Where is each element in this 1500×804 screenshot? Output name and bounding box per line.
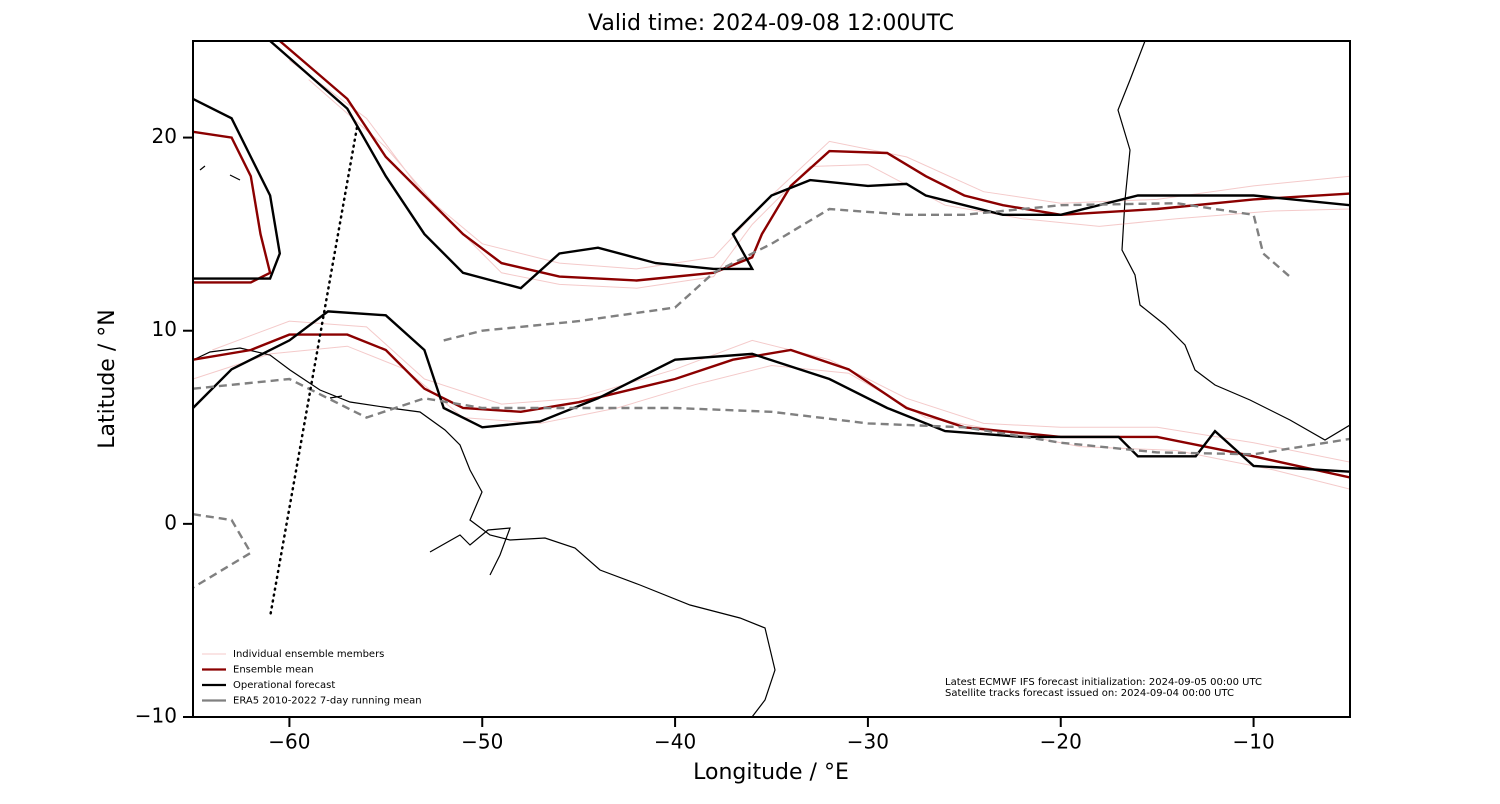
x-tick-label: −40 [654,730,696,754]
chart-title: Valid time: 2024-09-08 12:00UTC [588,11,954,36]
x-tick-label: −60 [268,730,310,754]
series-line [193,41,1350,473]
y-tick-label: 20 [152,124,177,148]
x-tick-label: −50 [461,730,503,754]
legend-label: ERA5 2010-2022 7-day running mean [233,696,422,707]
coastline [193,41,1350,717]
annotation: Satellite tracks forecast issued on: 202… [945,688,1234,699]
plot-frame [192,40,1351,718]
y-tick-label: −10 [135,704,177,728]
x-axis-label: Longitude / °E [693,760,849,785]
legend-label: Ensemble mean [233,665,314,676]
series-line [193,201,1350,589]
legend-label: Individual ensemble members [233,649,384,660]
y-tick-label: 0 [164,510,177,534]
series-line [193,59,1350,490]
annotation: Latest ECMWF IFS forecast initialization… [945,677,1262,688]
satellite-track [268,126,359,618]
plot-area [193,41,1350,618]
legend-label: Operational forecast [233,680,335,691]
x-tick-label: −20 [1040,730,1082,754]
x-tick-label: −30 [847,730,889,754]
y-axis-label: Latitude / °N [95,309,120,448]
x-tick-label: −10 [1232,730,1274,754]
y-tick-label: 10 [152,317,177,341]
